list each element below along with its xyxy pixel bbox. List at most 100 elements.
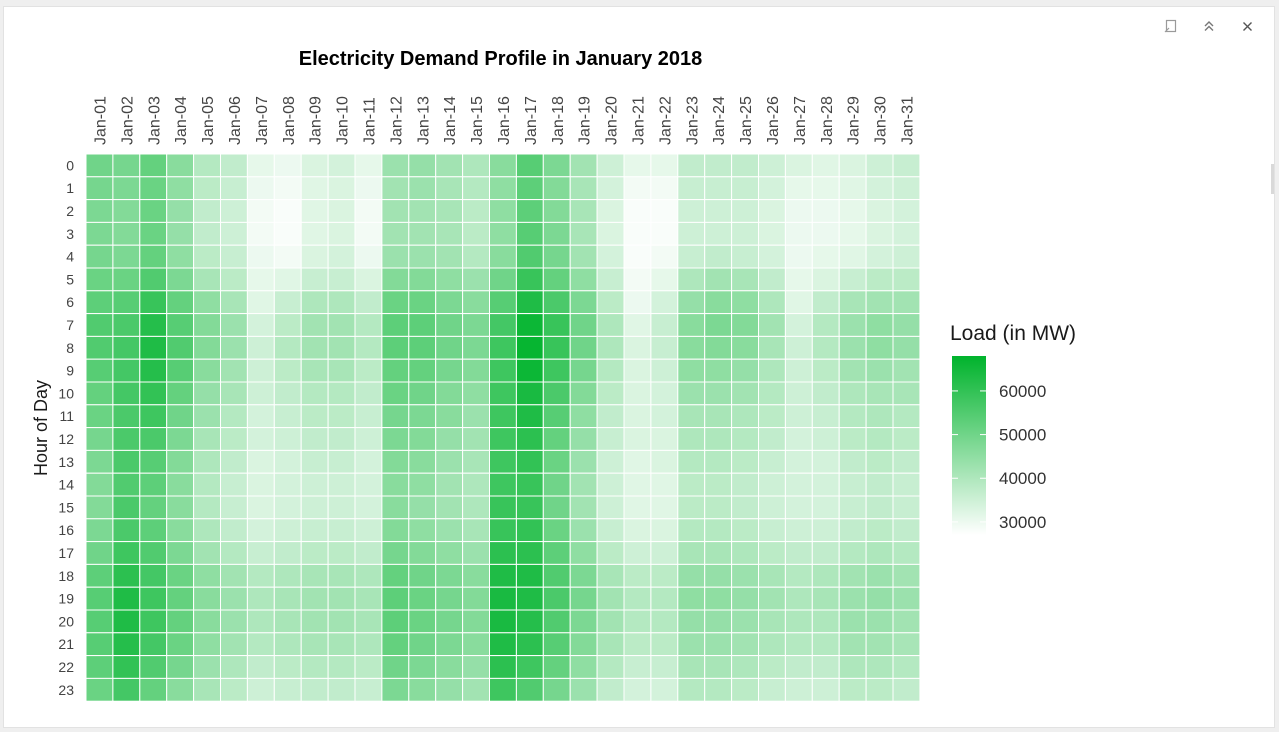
heatmap-cell — [731, 199, 759, 223]
heatmap-cell — [273, 586, 302, 611]
heatmap-cell — [731, 313, 759, 337]
heatmap-cell — [489, 313, 517, 337]
heatmap-cell — [408, 495, 437, 520]
heatmap-cell — [139, 427, 168, 451]
heatmap-cell — [892, 153, 921, 178]
heatmap-cell — [838, 176, 867, 201]
heatmap-cell — [865, 404, 894, 429]
heatmap-cell — [784, 449, 813, 474]
scrollbar-thumb[interactable] — [1271, 164, 1274, 194]
heatmap-cell — [731, 472, 759, 497]
heatmap-cell — [166, 472, 195, 497]
heatmap-cell — [811, 199, 840, 223]
heatmap-cell — [650, 199, 679, 223]
heatmap-cell — [462, 313, 491, 337]
heatmap-cell — [677, 495, 706, 520]
heatmap-cell — [784, 632, 813, 657]
heatmap-cell — [354, 541, 383, 565]
heatmap-cell — [677, 655, 706, 679]
x-tick-label: Jan-19 — [577, 96, 594, 145]
heatmap-cell — [892, 449, 921, 474]
heatmap-cell — [273, 449, 302, 474]
heatmap-cell — [327, 427, 356, 451]
heatmap-cell — [489, 176, 517, 201]
heatmap-cell — [327, 632, 356, 657]
heatmap-cell — [300, 472, 329, 497]
x-tick-label: Jan-21 — [630, 96, 647, 145]
heatmap-cell — [435, 563, 464, 588]
heatmap-cell — [650, 677, 679, 702]
heatmap-cell — [462, 244, 491, 269]
y-tick-label: 11 — [59, 408, 74, 424]
heatmap-cell — [112, 313, 141, 337]
heatmap-cell — [246, 586, 275, 611]
heatmap-cell — [246, 609, 275, 634]
heatmap-cell — [246, 267, 275, 292]
heatmap-cell — [354, 267, 383, 292]
heatmap-cell — [408, 176, 437, 201]
heatmap-cell — [435, 244, 464, 269]
heatmap-cell — [354, 221, 383, 246]
heatmap-cell — [246, 449, 275, 474]
heatmap-cell — [515, 199, 544, 223]
popout-icon[interactable] — [1162, 17, 1180, 35]
heatmap-cell — [650, 381, 679, 406]
heatmap-cell — [139, 221, 168, 246]
x-tick-label: Jan-07 — [254, 96, 271, 145]
heatmap-cell — [704, 632, 733, 657]
heatmap-cell — [892, 427, 921, 451]
heatmap-cell — [811, 655, 840, 679]
heatmap-cell — [596, 609, 625, 634]
heatmap-cell — [542, 563, 571, 588]
heatmap-cell — [892, 404, 921, 429]
heatmap-cell — [515, 381, 544, 406]
heatmap-cell — [811, 495, 840, 520]
heatmap-cell — [623, 221, 652, 246]
heatmap-cell — [784, 541, 813, 565]
heatmap-cell — [408, 518, 437, 543]
heatmap-cell — [892, 199, 921, 223]
heatmap-cell — [408, 632, 437, 657]
heatmap-cell — [784, 267, 813, 292]
heatmap-cell — [462, 518, 491, 543]
heatmap-cell — [273, 495, 302, 520]
heatmap-cell — [542, 609, 571, 634]
heatmap-cell — [354, 427, 383, 451]
heatmap-cell — [838, 381, 867, 406]
heatmap-cell — [139, 586, 168, 611]
heatmap-cell — [542, 677, 571, 702]
collapse-icon[interactable] — [1200, 17, 1218, 35]
heatmap-cell — [596, 199, 625, 223]
heatmap-cell — [408, 472, 437, 497]
heatmap-cell — [758, 153, 786, 178]
heatmap-cell — [220, 381, 248, 406]
heatmap-cell — [704, 335, 733, 360]
heatmap-cell — [85, 153, 114, 178]
close-icon[interactable] — [1238, 17, 1256, 35]
heatmap-cell — [489, 586, 517, 611]
heatmap-cell — [704, 176, 733, 201]
heatmap-cell — [784, 290, 813, 315]
heatmap-cell — [758, 586, 786, 611]
heatmap-cell — [515, 541, 544, 565]
heatmap-cell — [704, 221, 733, 246]
heatmap-cell — [489, 199, 517, 223]
heatmap-cell — [112, 427, 141, 451]
heatmap-cell — [758, 267, 786, 292]
heatmap-cell — [784, 381, 813, 406]
heatmap-cell — [677, 518, 706, 543]
heatmap-cell — [704, 472, 733, 497]
heatmap-cell — [193, 655, 222, 679]
heatmap-cell — [784, 313, 813, 337]
heatmap-cell — [166, 199, 195, 223]
heatmap-cell — [515, 244, 544, 269]
legend-title: Load (in MW) — [950, 322, 1077, 345]
heatmap-cell — [596, 290, 625, 315]
heatmap-cell — [650, 358, 679, 383]
heatmap-cell — [838, 153, 867, 178]
heatmap-cell — [462, 176, 491, 201]
heatmap-cell — [731, 221, 759, 246]
heatmap-cell — [166, 404, 195, 429]
heatmap-cell — [408, 609, 437, 634]
heatmap-cell — [354, 176, 383, 201]
